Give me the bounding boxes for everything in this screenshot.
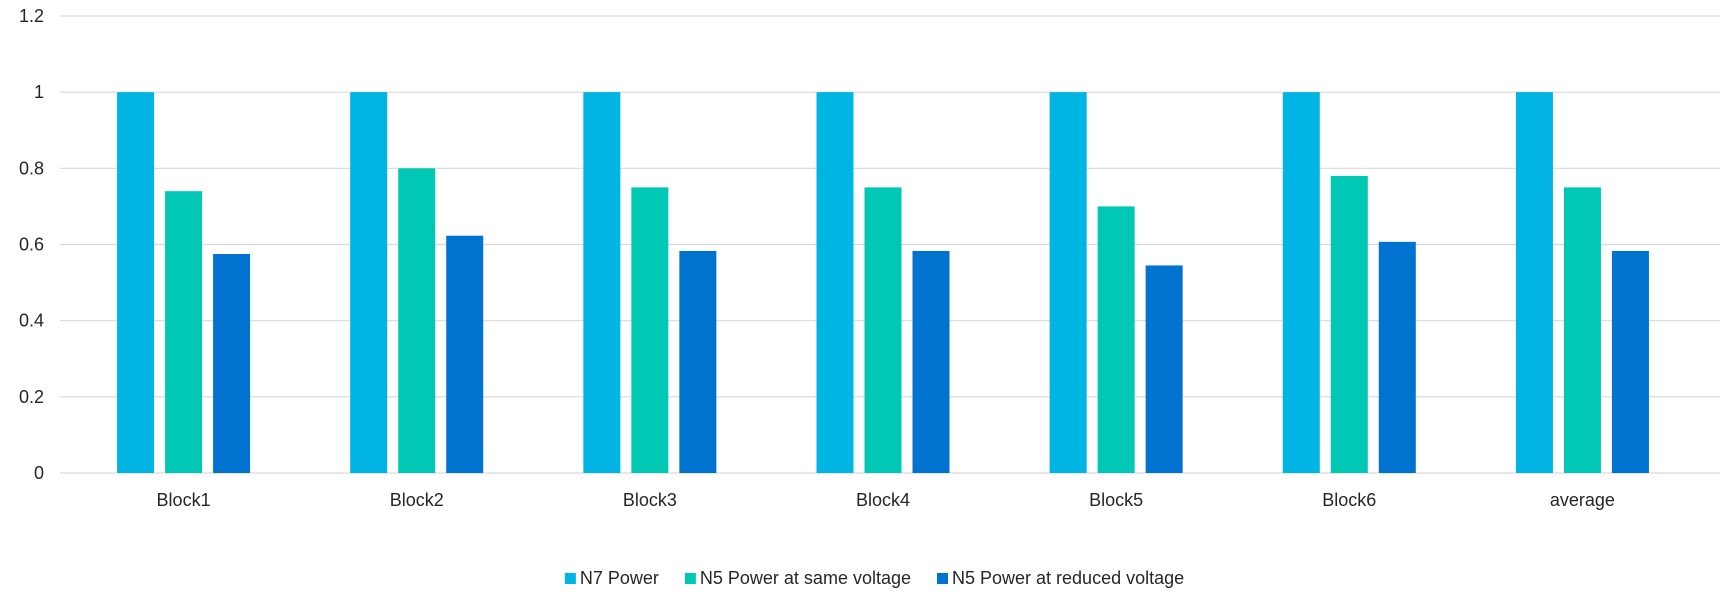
bar-average-series-2: [1563, 187, 1601, 473]
bar-block4-series-3: [912, 250, 950, 473]
bar-block5-series-3: [1145, 265, 1183, 473]
x-tick-label: Block6: [1322, 490, 1376, 510]
bar-block3-series-2: [631, 187, 669, 473]
legend-label-series-1: N7 Power: [580, 568, 659, 588]
legend-label-series-3: N5 Power at reduced voltage: [952, 568, 1184, 588]
bar-block5-series-2: [1097, 206, 1135, 473]
x-tick-label: average: [1550, 490, 1615, 510]
legend-swatch-series-3: [937, 573, 948, 584]
x-tick-label: Block4: [856, 490, 910, 510]
bar-block3-series-1: [583, 92, 621, 474]
bar-block4-series-2: [864, 187, 902, 473]
bar-block6-series-1: [1282, 92, 1320, 474]
bar-block1-series-1: [117, 92, 155, 474]
y-tick-label: 1: [34, 82, 44, 102]
y-axis-tick-labels: 0 0.2 0.4 0.6 0.8 1 1.2: [19, 6, 44, 483]
bar-average-series-3: [1611, 250, 1649, 473]
legend-swatch-series-2: [684, 573, 696, 584]
x-tick-label: Block3: [623, 490, 677, 510]
bar-block1-series-3: [213, 254, 251, 473]
bar-block6-series-2: [1330, 175, 1368, 473]
bar-block2-series-2: [398, 168, 436, 474]
bar-block3-series-3: [679, 250, 717, 473]
legend-swatch-series-1: [564, 573, 576, 584]
y-tick-label: 1.2: [19, 6, 44, 26]
x-tick-label: Block5: [1089, 490, 1143, 510]
y-tick-label: 0: [34, 463, 44, 483]
x-tick-label: Block2: [390, 490, 444, 510]
bars: [117, 92, 1649, 474]
bar-block1-series-2: [165, 191, 203, 473]
bar-block2-series-3: [446, 235, 484, 473]
bar-average-series-1: [1515, 92, 1553, 474]
y-tick-label: 0.6: [19, 235, 44, 255]
bar-block2-series-1: [350, 92, 388, 474]
x-tick-label: Block1: [157, 490, 211, 510]
legend: N7 Power N5 Power at same voltage N5 Power…: [564, 568, 1184, 588]
legend-label-series-2: N5 Power at same voltage: [700, 568, 911, 588]
bar-block5-series-1: [1049, 92, 1087, 474]
bar-block4-series-1: [816, 92, 854, 474]
bar-block6-series-3: [1378, 241, 1416, 473]
y-tick-label: 0.2: [19, 387, 44, 407]
x-axis-tick-labels: Block1 Block2 Block3 Block4 Block5 Block6 aver…: [157, 490, 1615, 510]
y-tick-label: 0.8: [19, 158, 44, 178]
y-tick-label: 0.4: [19, 311, 44, 331]
